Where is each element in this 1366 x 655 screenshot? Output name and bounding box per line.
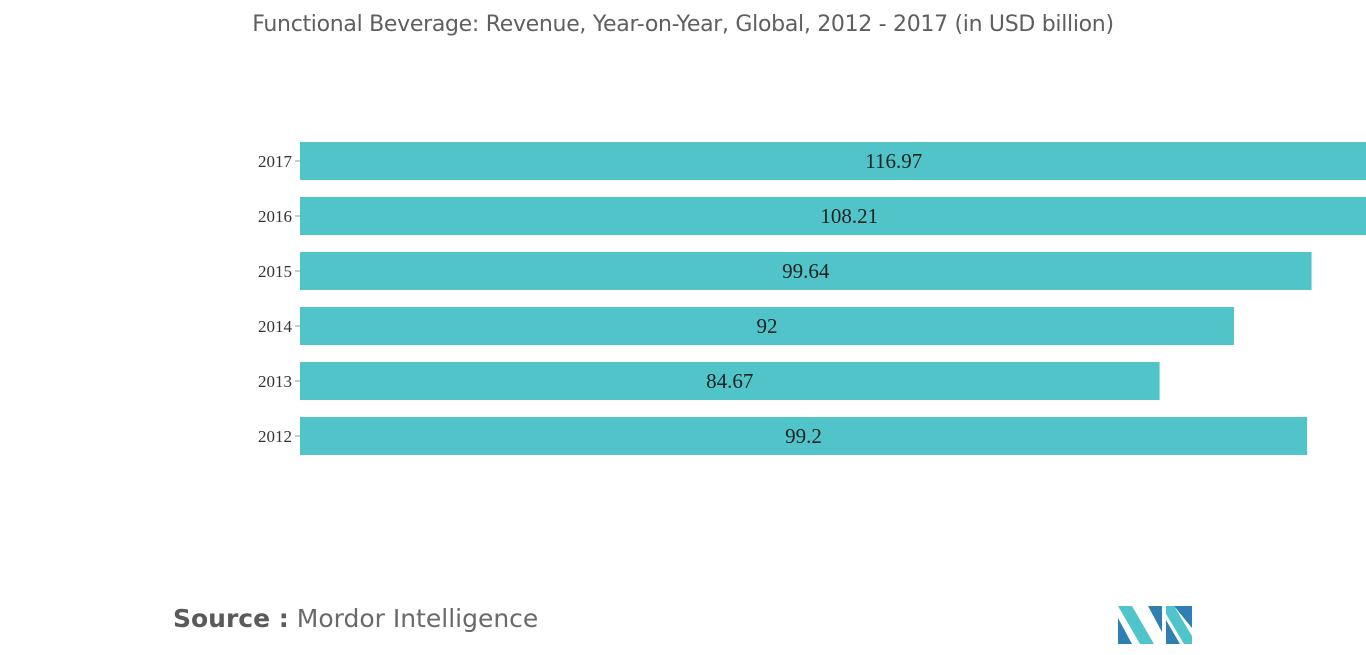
bar-2012 [300,417,1308,455]
source-label: Source : [173,604,289,633]
data-label-2014: 92 [757,314,778,338]
data-label-2017: 116.97 [865,149,922,173]
logo-shape-right-foot [1166,620,1180,644]
data-label-2016: 108.21 [820,204,878,228]
logo-shape-middle [1148,606,1162,632]
data-label-2015: 99.64 [782,259,830,283]
bar-2016 [300,197,1366,235]
y-tick-label-2013: 2013 [258,372,292,391]
logo-shape-left [1118,606,1154,644]
logo-shape-right-bar [1174,606,1192,628]
mordor-intelligence-logo [1118,606,1192,644]
bar-2017 [300,142,1366,180]
logo-shape-right [1166,606,1192,644]
bar-2015 [300,252,1312,290]
data-label-2012: 99.2 [785,424,822,448]
y-tick-label-2016: 2016 [258,207,292,226]
bar-2013 [300,362,1160,400]
y-tick-label-2017: 2017 [258,152,293,171]
source-line: Source : Mordor Intelligence [173,604,538,633]
y-tick-label-2014: 2014 [258,317,293,336]
y-tick-label-2015: 2015 [258,262,292,281]
logo-shape-left-bar [1118,618,1132,644]
bar-2014 [300,307,1235,345]
data-label-2013: 84.67 [706,369,753,393]
source-name: Mordor Intelligence [296,604,539,633]
y-tick-label-2012: 2012 [258,427,292,446]
chart-title: Functional Beverage: Revenue, Year-on-Ye… [252,12,1114,37]
